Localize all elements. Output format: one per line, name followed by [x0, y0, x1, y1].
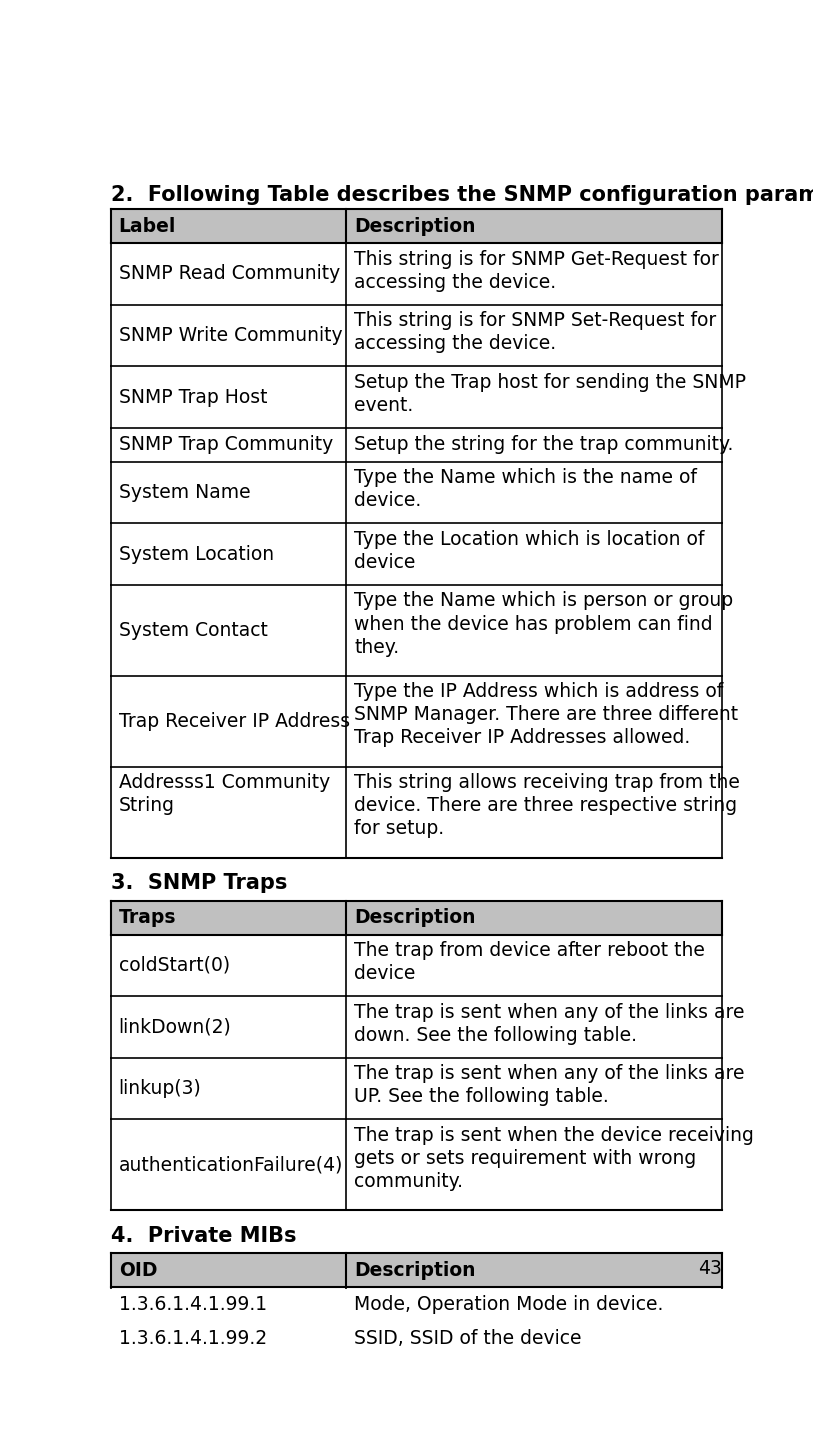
- Text: Description: Description: [354, 217, 476, 236]
- Text: Mode, Operation Mode in device.: Mode, Operation Mode in device.: [354, 1295, 663, 1313]
- Text: 3.  SNMP Traps: 3. SNMP Traps: [111, 873, 287, 893]
- Text: Type the Location which is location of: Type the Location which is location of: [354, 530, 705, 549]
- Text: Trap Receiver IP Address: Trap Receiver IP Address: [119, 712, 350, 731]
- Text: 1.3.6.1.4.1.99.2: 1.3.6.1.4.1.99.2: [119, 1328, 267, 1348]
- Text: The trap is sent when any of the links are: The trap is sent when any of the links a…: [354, 1002, 745, 1022]
- Bar: [111, 523, 723, 585]
- Text: Setup the Trap host for sending the SNMP: Setup the Trap host for sending the SNMP: [354, 372, 746, 392]
- Bar: [111, 901, 723, 934]
- Text: System Name: System Name: [119, 484, 250, 502]
- Text: SSID, SSID of the device: SSID, SSID of the device: [354, 1328, 581, 1348]
- Text: Type the IP Address which is address of: Type the IP Address which is address of: [354, 682, 724, 701]
- Text: UP. See the following table.: UP. See the following table.: [354, 1087, 609, 1106]
- Text: device. There are three respective string: device. There are three respective strin…: [354, 796, 737, 815]
- Text: linkDown(2): linkDown(2): [119, 1018, 232, 1037]
- Bar: [111, 585, 723, 676]
- Text: they.: they.: [354, 637, 399, 656]
- Bar: [111, 304, 723, 366]
- Bar: [111, 427, 723, 462]
- Text: device: device: [354, 553, 415, 572]
- Text: Type the Name which is the name of: Type the Name which is the name of: [354, 468, 697, 487]
- Text: System Location: System Location: [119, 544, 274, 563]
- Text: SNMP Read Community: SNMP Read Community: [119, 265, 340, 284]
- Bar: [111, 1321, 723, 1355]
- Text: Trap Receiver IP Addresses allowed.: Trap Receiver IP Addresses allowed.: [354, 728, 690, 747]
- Text: Setup the string for the trap community.: Setup the string for the trap community.: [354, 436, 733, 455]
- Text: when the device has problem can find: when the device has problem can find: [354, 614, 713, 634]
- Text: SNMP Trap Host: SNMP Trap Host: [119, 388, 267, 407]
- Text: Description: Description: [354, 908, 476, 927]
- Text: authenticationFailure(4): authenticationFailure(4): [119, 1156, 343, 1174]
- Text: SNMP Manager. There are three different: SNMP Manager. There are three different: [354, 705, 738, 724]
- Text: This string is for SNMP Set-Request for: This string is for SNMP Set-Request for: [354, 311, 716, 330]
- Text: device: device: [354, 964, 415, 983]
- Bar: [111, 1254, 723, 1287]
- Text: gets or sets requirement with wrong: gets or sets requirement with wrong: [354, 1148, 697, 1169]
- Bar: [111, 676, 723, 766]
- Bar: [111, 934, 723, 996]
- Bar: [111, 1119, 723, 1211]
- Text: Label: Label: [119, 217, 176, 236]
- Text: OID: OID: [119, 1261, 157, 1280]
- Text: 1.3.6.1.4.1.99.1: 1.3.6.1.4.1.99.1: [119, 1295, 267, 1313]
- Bar: [111, 243, 723, 304]
- Text: The trap is sent when the device receiving: The trap is sent when the device receivi…: [354, 1125, 754, 1145]
- Text: 4.  Private MIBs: 4. Private MIBs: [111, 1225, 297, 1245]
- Text: SNMP Trap Community: SNMP Trap Community: [119, 436, 333, 455]
- Text: Addresss1 Community: Addresss1 Community: [119, 773, 330, 792]
- Bar: [111, 209, 723, 243]
- Text: Type the Name which is person or group: Type the Name which is person or group: [354, 591, 733, 611]
- Bar: [111, 1057, 723, 1119]
- Text: accessing the device.: accessing the device.: [354, 272, 556, 291]
- Text: 2.  Following Table describes the SNMP configuration parameter: 2. Following Table describes the SNMP co…: [111, 184, 813, 204]
- Text: This string is for SNMP Get-Request for: This string is for SNMP Get-Request for: [354, 249, 719, 268]
- Bar: [111, 462, 723, 523]
- Text: Description: Description: [354, 1261, 476, 1280]
- Text: System Contact: System Contact: [119, 621, 267, 640]
- Text: accessing the device.: accessing the device.: [354, 334, 556, 353]
- Text: device.: device.: [354, 491, 421, 510]
- Text: event.: event.: [354, 395, 413, 414]
- Text: This string allows receiving trap from the: This string allows receiving trap from t…: [354, 773, 740, 792]
- Text: community.: community.: [354, 1171, 463, 1192]
- Text: down. See the following table.: down. See the following table.: [354, 1025, 637, 1044]
- Bar: [111, 1287, 723, 1321]
- Text: 43: 43: [698, 1258, 723, 1279]
- Text: SNMP Write Community: SNMP Write Community: [119, 326, 342, 345]
- Bar: [111, 766, 723, 857]
- Bar: [111, 366, 723, 427]
- Text: The trap from device after reboot the: The trap from device after reboot the: [354, 941, 705, 960]
- Text: Traps: Traps: [119, 908, 176, 927]
- Text: linkup(3): linkup(3): [119, 1079, 202, 1098]
- Text: for setup.: for setup.: [354, 820, 444, 838]
- Text: coldStart(0): coldStart(0): [119, 956, 230, 975]
- Text: String: String: [119, 796, 175, 815]
- Bar: [111, 996, 723, 1057]
- Text: The trap is sent when any of the links are: The trap is sent when any of the links a…: [354, 1064, 745, 1083]
